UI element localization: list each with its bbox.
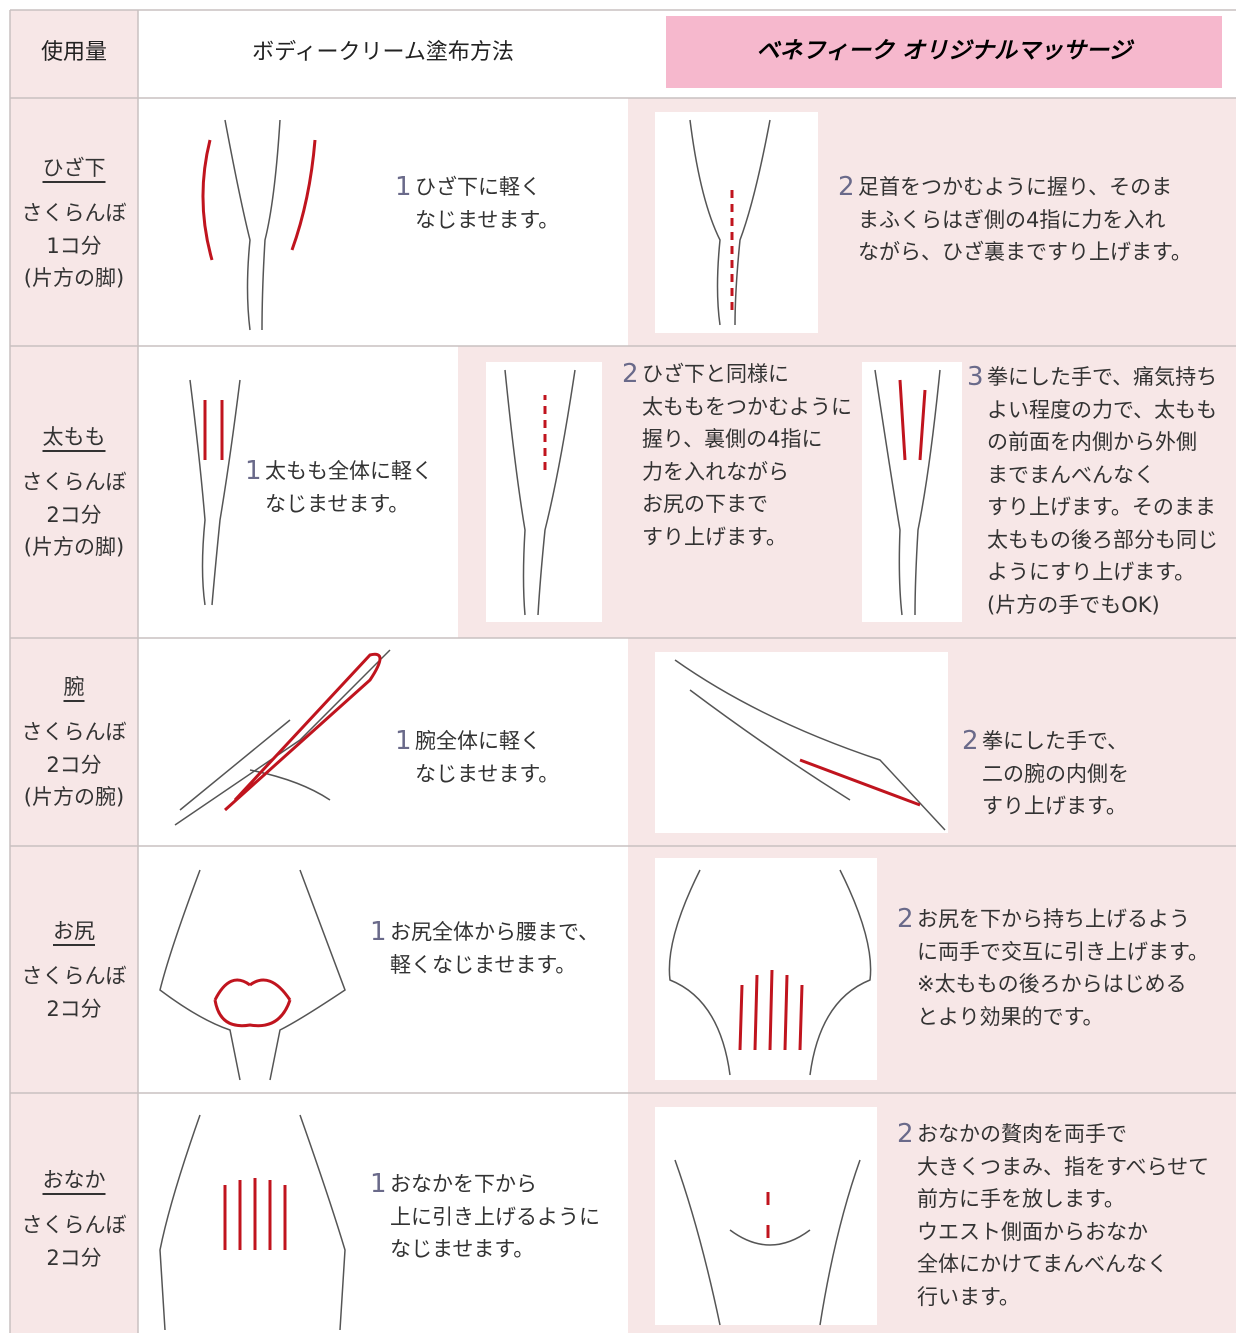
step-number: 1 — [395, 172, 412, 202]
step-text: の前面を内側から外側 — [987, 430, 1197, 454]
step-text: なじませます。 — [390, 1237, 535, 1261]
body-part: お尻 — [53, 919, 95, 943]
amount-text: (片方の腕) — [23, 785, 125, 809]
step-text: 太ももの後ろ部分も同じ — [987, 527, 1218, 552]
step-text: 太もも全体に軽く — [265, 459, 433, 483]
step-number: 1 — [370, 1169, 387, 1199]
amount-text: さくらんぼ — [21, 720, 127, 744]
step-text: すり上げます。 — [642, 524, 787, 549]
header-amount: 使用量 — [40, 40, 108, 65]
step-text: 拳にした手で、 — [982, 729, 1129, 753]
step-number: 2 — [962, 726, 979, 756]
step-text: 軽くなじませます。 — [390, 952, 577, 977]
step-text: よい程度の力で、太もも — [987, 397, 1218, 422]
body-part: 腕 — [63, 675, 85, 699]
step-number: 1 — [370, 917, 387, 947]
step-text: ながら、ひざ裏まですり上げます。 — [858, 240, 1192, 264]
body-part: ひざ下 — [42, 156, 106, 180]
amount-text: (片方の脚) — [23, 535, 125, 559]
amount-text: 2コ分 — [46, 502, 102, 527]
step-text: ウエスト側面からおなか — [917, 1219, 1148, 1244]
step-text: に両手で交互に引き上げます。 — [917, 939, 1209, 964]
step-number: 2 — [838, 172, 855, 202]
step-text: 大きくつまみ、指をすべらせて — [917, 1154, 1210, 1179]
amount-text: 2コ分 — [46, 752, 102, 777]
body-part: 太もも — [42, 425, 106, 449]
step-text: すり上げます。 — [982, 794, 1127, 818]
step-text: 行います。 — [917, 1284, 1020, 1309]
step-text: おなかを下から — [390, 1172, 537, 1196]
step-text: (片方の手でもOK) — [987, 592, 1160, 617]
step-text: とより効果的です。 — [917, 1004, 1104, 1029]
step-text: 力を入れながら — [642, 459, 789, 484]
step-text: ひざ下と同様に — [642, 362, 789, 386]
amount-text: 2コ分 — [46, 996, 102, 1021]
header-method: ボディークリーム塗布方法 — [252, 40, 514, 65]
step-text: お尻全体から腰まで、 — [390, 920, 600, 944]
step-text: なじませます。 — [415, 761, 560, 786]
amount-text: (片方の脚) — [23, 266, 125, 290]
step-text: お尻を下から持ち上げるよう — [917, 907, 1190, 931]
step-number: 2 — [897, 1119, 914, 1149]
step-text: ひざ下に軽く — [415, 175, 541, 199]
step-text: お尻の下まで — [642, 492, 768, 516]
step-text: おなかの贅肉を両手で — [917, 1122, 1127, 1146]
step-text: 拳にした手で、痛気持ち — [987, 365, 1218, 389]
step-text: 足首をつかむように握り、そのま — [858, 175, 1173, 199]
amount-text: 2コ分 — [46, 1245, 102, 1270]
step-text: 腕全体に軽く — [415, 729, 541, 753]
step-text: 全体にかけてまんべんなく — [917, 1252, 1168, 1276]
step-number: 2 — [622, 359, 639, 389]
step-number: 1 — [395, 726, 412, 756]
step-text: まふくらはぎ側の4指に力を入れ — [858, 207, 1166, 232]
step-text: 太ももをつかむように — [642, 394, 852, 419]
step-number: 1 — [245, 456, 262, 486]
step-text: 前方に手を放します。 — [917, 1187, 1125, 1211]
amount-text: さくらんぼ — [21, 964, 127, 988]
step-text: ※太ももの後ろからはじめる — [917, 972, 1187, 996]
amount-text: さくらんぼ — [21, 1213, 127, 1237]
amount-text: さくらんぼ — [21, 470, 127, 494]
header-massage: ベネフィーク オリジナルマッサージ — [756, 38, 1132, 64]
step-number: 3 — [967, 362, 984, 392]
step-text: 二の腕の内側を — [982, 761, 1129, 786]
step-text: ようにすり上げます。 — [987, 560, 1196, 584]
step-text: すり上げます。そのまま — [987, 495, 1216, 519]
step-text: 握り、裏側の4指に — [642, 427, 823, 451]
step-text: なじませます。 — [265, 491, 410, 516]
body-part: おなか — [42, 1168, 106, 1192]
step-text: なじませます。 — [415, 207, 560, 232]
step-text: 上に引き上げるように — [390, 1204, 600, 1229]
amount-text: 1コ分 — [46, 233, 102, 258]
amount-text: さくらんぼ — [21, 201, 127, 225]
step-text: までまんべんなく — [987, 462, 1155, 487]
step-number: 2 — [897, 904, 914, 934]
